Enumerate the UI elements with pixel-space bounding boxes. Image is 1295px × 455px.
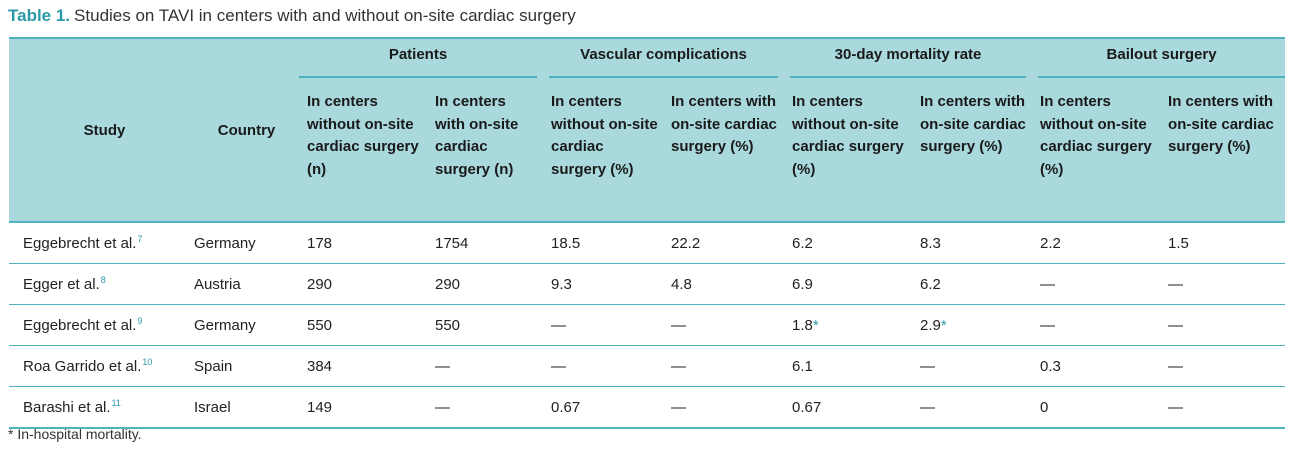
cell-value: 290 xyxy=(427,263,544,305)
cell-value: 384 xyxy=(299,345,427,387)
cell-value: 22.2 xyxy=(663,222,785,264)
cell-value: — xyxy=(543,304,664,346)
table-row: Egger et al.8 Austria 290 290 9.3 4.8 6.9 6.2— — xyxy=(9,263,1286,305)
cell-value: — xyxy=(912,345,1033,387)
cell-value: — xyxy=(912,386,1033,429)
cell-value: 0.67 xyxy=(543,386,664,429)
subheader-patients-with: In centers with on-site cardiac surgery … xyxy=(427,80,544,223)
cell-value: — xyxy=(663,386,785,429)
table-row: Eggebrecht et al.9 Germany 550 550— —1.8* 2.9… xyxy=(9,304,1286,346)
group-header-bailout-surgery: Bailout surgery xyxy=(1032,37,1286,80)
cell-study: Eggebrecht et al.7 xyxy=(9,222,186,264)
cell-value: 1754 xyxy=(427,222,544,264)
subheader-vascular-with: In centers with on-site cardiac surgery … xyxy=(663,80,785,223)
table-label: Table 1. xyxy=(8,6,71,25)
cell-value: 6.1 xyxy=(784,345,913,387)
group-header-mortality: 30-day mortality rate xyxy=(784,37,1033,80)
cell-value: — xyxy=(1160,304,1286,346)
cell-value: 6.2 xyxy=(784,222,913,264)
cell-country: Israel xyxy=(186,386,299,429)
cell-study: Barashi et al.11 xyxy=(9,386,186,429)
cell-value: — xyxy=(1032,304,1161,346)
subheader-vascular-without: In centers without on-site cardiac surge… xyxy=(543,80,664,223)
table-row: Roa Garrido et al.10 Spain 384— — —6.1—0.3— xyxy=(9,345,1286,387)
cell-value: — xyxy=(1032,263,1161,305)
subheader-mortality-without: In centers without on-site cardiac surge… xyxy=(784,80,913,223)
footnote-marker: * xyxy=(940,316,947,334)
header-country: Country xyxy=(186,37,299,223)
cell-value: 2.9* xyxy=(912,304,1033,346)
cell-value: 1.8* xyxy=(784,304,913,346)
cell-value: 178 xyxy=(299,222,427,264)
cell-value: 9.3 xyxy=(543,263,664,305)
group-header-patients: Patients xyxy=(299,37,544,80)
cell-country: Spain xyxy=(186,345,299,387)
cell-value: 550 xyxy=(427,304,544,346)
cell-value: 0.3 xyxy=(1032,345,1161,387)
group-header-vascular-complications: Vascular complications xyxy=(543,37,785,80)
reference-number: 10 xyxy=(142,357,153,367)
cell-value: — xyxy=(427,386,544,429)
table-row: Barashi et al.11 Israel 149—0.67—0.67—0— xyxy=(9,386,1286,429)
cell-value: 4.8 xyxy=(663,263,785,305)
reference-number: 8 xyxy=(100,275,106,285)
cell-value: 0 xyxy=(1032,386,1161,429)
study-name: Eggebrecht et al. xyxy=(23,235,137,252)
cell-value: — xyxy=(1160,345,1286,387)
cell-value: — xyxy=(663,304,785,346)
subheader-mortality-with: In centers with on-site cardiac surgery … xyxy=(912,80,1033,223)
footnote-marker: * xyxy=(812,316,819,334)
subheader-bailout-without: In centers without on-site cardiac surge… xyxy=(1032,80,1161,223)
reference-number: 9 xyxy=(137,316,143,326)
cell-value: — xyxy=(543,345,664,387)
table-row: Eggebrecht et al.7 Germany 178 1754 18.5 22.2… xyxy=(9,222,1286,264)
cell-value: — xyxy=(1160,263,1286,305)
reference-number: 7 xyxy=(137,234,143,244)
cell-value: 1.5 xyxy=(1160,222,1286,264)
subheader-bailout-with: In centers with on-site cardiac surgery … xyxy=(1160,80,1286,223)
cell-study: Eggebrecht et al.9 xyxy=(9,304,186,346)
cell-value: 0.67 xyxy=(784,386,913,429)
studies-table: Study Country Patients Vascular complica… xyxy=(9,37,1286,429)
cell-study: Roa Garrido et al.10 xyxy=(9,345,186,387)
study-name: Barashi et al. xyxy=(23,399,111,416)
cell-country: Germany xyxy=(186,222,299,264)
table-caption: Table 1. Studies on TAVI in centers with … xyxy=(8,6,576,26)
cell-value: 550 xyxy=(299,304,427,346)
cell-value: 18.5 xyxy=(543,222,664,264)
cell-value: — xyxy=(427,345,544,387)
study-name: Egger et al. xyxy=(23,276,100,293)
cell-country: Germany xyxy=(186,304,299,346)
study-name: Roa Garrido et al. xyxy=(23,358,142,375)
cell-value: 290 xyxy=(299,263,427,305)
study-name: Eggebrecht et al. xyxy=(23,317,137,334)
cell-value: 6.9 xyxy=(784,263,913,305)
cell-country: Austria xyxy=(186,263,299,305)
cell-value: 6.2 xyxy=(912,263,1033,305)
cell-study: Egger et al.8 xyxy=(9,263,186,305)
table-footnote: * In-hospital mortality. xyxy=(8,426,142,442)
table-title: Studies on TAVI in centers with and with… xyxy=(74,6,576,25)
reference-number: 11 xyxy=(111,398,121,408)
cell-value: 149 xyxy=(299,386,427,429)
header-study: Study xyxy=(9,37,186,223)
cell-value: — xyxy=(1160,386,1286,429)
cell-value: 2.2 xyxy=(1032,222,1161,264)
cell-value: — xyxy=(663,345,785,387)
subheader-patients-without: In centers without on-site cardiac surge… xyxy=(299,80,427,223)
table-body: Eggebrecht et al.7 Germany 178 1754 18.5 22.2… xyxy=(9,222,1286,429)
cell-value: 8.3 xyxy=(912,222,1033,264)
